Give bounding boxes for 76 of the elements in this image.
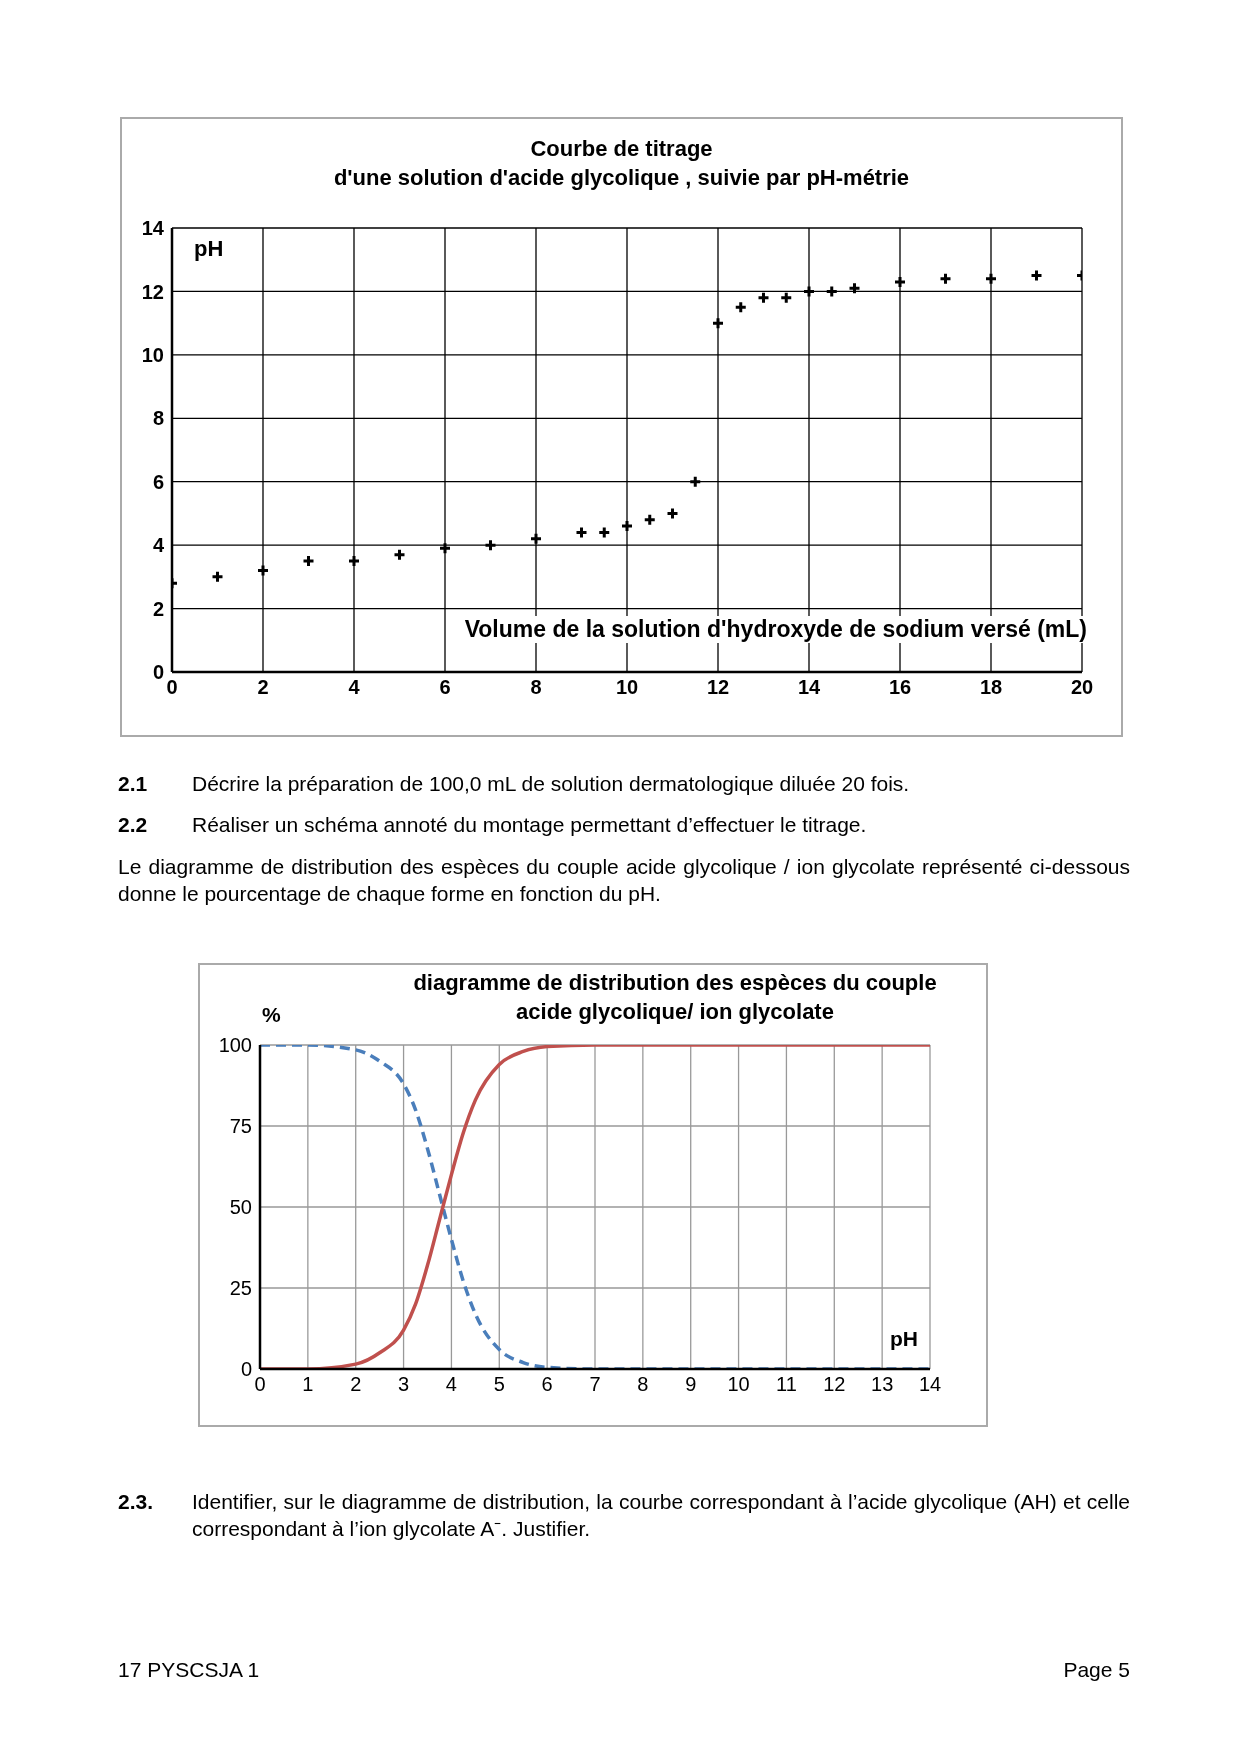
x-tick-label: 20	[1070, 676, 1094, 699]
y-tick-label: 14	[141, 217, 165, 240]
x-tick-label: 6	[541, 1373, 553, 1396]
y-tick-label: 4	[152, 534, 165, 557]
point	[802, 285, 816, 299]
y-tick-label: 100	[218, 1034, 252, 1057]
x-tick-label: 6	[439, 676, 451, 699]
point	[757, 291, 770, 305]
point	[779, 291, 793, 305]
point	[643, 513, 657, 527]
point	[393, 548, 406, 562]
text: 2.2 Réaliser un schéma annoté du montage permettant d’effectuer le titrage.	[118, 813, 867, 837]
y-tick-label: 6	[152, 471, 164, 493]
point	[347, 554, 361, 568]
text: Page 5	[1063, 1658, 1130, 1682]
line-series	[260, 1045, 930, 1369]
x-tick-label: 10	[615, 676, 639, 699]
x-tick-label: 12	[706, 676, 730, 699]
text: 17 PYSCSJA 1	[118, 1658, 260, 1682]
x-tick-label: 14	[918, 1373, 942, 1396]
y-tick-label: 0	[240, 1358, 252, 1381]
point	[438, 542, 452, 555]
point	[620, 519, 634, 533]
point	[893, 275, 907, 289]
point	[484, 538, 497, 552]
y-tick-label: 25	[229, 1277, 252, 1300]
text: Le diagramme de distribution des espèces du couple acide glycolique / ion glycolate représenté ci-dessous donne le pourcentage de chaque forme en fonction du pH.	[118, 853, 1130, 907]
point	[211, 570, 224, 584]
x-tick-label: 16	[888, 676, 912, 699]
y-tick-label: 50	[229, 1196, 252, 1219]
text: 2.3. Identifier, sur le diagramme de distribution, la courbe correspondant à l’acide glycolique (AH) et celle correspondant à l’ion glycolate A⁻. Justifier.	[118, 1490, 1130, 1541]
x-tick-label: 7	[589, 1373, 601, 1396]
point	[825, 285, 839, 299]
x-tick-label: 8	[637, 1373, 649, 1396]
point	[688, 475, 702, 489]
y-tick-label: 0	[152, 661, 164, 684]
point	[1030, 269, 1043, 283]
x-tick-label: 1	[302, 1373, 314, 1396]
x-axis-title: Volume de la solution d'hydroxyde de sodium versé (mL)	[460, 616, 1091, 644]
chart-title: diagramme de distribution des espèces du couple acide glycolique/ ion glycolate	[412, 969, 938, 1026]
x-tick-label: 18	[979, 676, 1003, 699]
x-tick-label: 13	[871, 1373, 894, 1396]
text: 2.1 Décrire la préparation de 100,0 mL de solution dermatologique diluée 20 fois.	[118, 772, 910, 795]
x-tick-label: 4	[348, 676, 361, 699]
x-tick-label: 10	[727, 1373, 750, 1396]
y-tick-label: 12	[141, 280, 164, 303]
y-tick-label: 8	[152, 407, 164, 430]
point	[734, 300, 748, 314]
point	[984, 272, 998, 286]
point	[529, 532, 543, 546]
y-axis-title: %	[262, 1003, 281, 1027]
x-tick-label: 0	[254, 1373, 266, 1396]
chart-title: Courbe de titrage d'une solution d'acide glycolique , suivie par pH-métrie	[332, 135, 911, 192]
y-tick-label: 75	[229, 1115, 252, 1138]
point	[597, 526, 611, 540]
y-tick-label: 10	[141, 344, 164, 367]
x-tick-label: 2	[257, 676, 269, 699]
x-axis-title: pH	[890, 1327, 918, 1351]
x-tick-label: 8	[530, 676, 542, 699]
x-tick-label: 5	[493, 1373, 505, 1396]
x-tick-label: 2	[350, 1373, 362, 1396]
point	[575, 526, 588, 540]
point	[666, 507, 679, 521]
point	[848, 281, 861, 295]
point	[711, 316, 725, 330]
x-tick-label: 9	[685, 1373, 697, 1396]
x-tick-label: 3	[398, 1373, 410, 1396]
point	[939, 272, 952, 286]
y-axis-title: pH	[194, 236, 224, 263]
x-tick-label: 14	[797, 676, 821, 699]
y-tick-label: 2	[152, 597, 164, 620]
x-tick-label: 11	[776, 1373, 797, 1396]
point	[256, 564, 270, 578]
point	[302, 554, 315, 568]
x-tick-label: 4	[445, 1373, 457, 1396]
x-tick-label: 12	[823, 1373, 846, 1396]
